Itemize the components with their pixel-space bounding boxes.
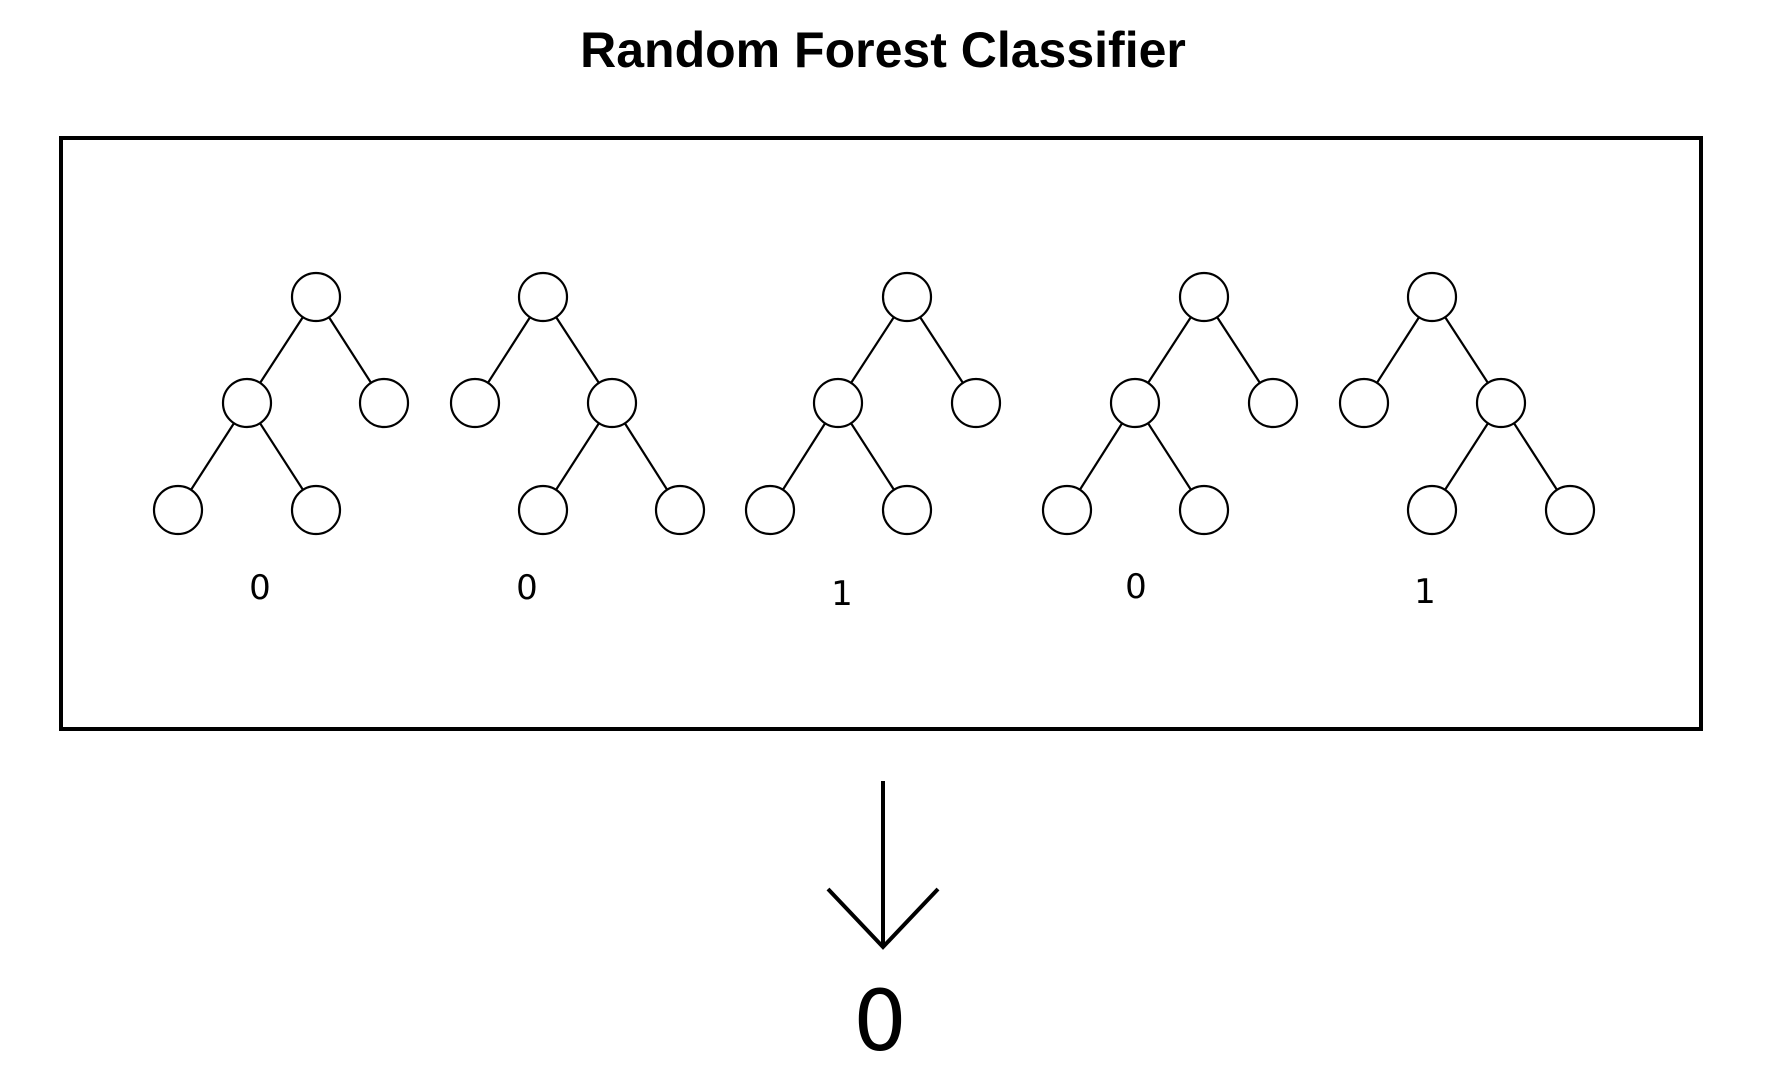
tree-node <box>950 377 1002 429</box>
tree-node <box>586 377 638 429</box>
tree-node <box>1109 377 1161 429</box>
tree-prediction: 1 <box>831 574 853 614</box>
tree-node <box>1178 484 1230 536</box>
decision-tree-4: 0 <box>1041 271 1299 607</box>
tree-node <box>290 271 342 323</box>
tree-node <box>654 484 706 536</box>
tree-prediction: 0 <box>1125 567 1147 607</box>
final-prediction: 0 <box>853 972 906 1070</box>
diagram-title: Random Forest Classifier <box>580 22 1186 78</box>
tree-node <box>358 377 410 429</box>
tree-prediction: 0 <box>516 568 538 608</box>
decision-tree-5: 1 <box>1338 271 1596 612</box>
tree-node <box>1338 377 1390 429</box>
tree-node <box>1178 271 1230 323</box>
tree-prediction: 0 <box>249 568 271 608</box>
decision-tree-2: 0 <box>449 271 706 608</box>
tree-node <box>449 377 501 429</box>
tree-node <box>1544 484 1596 536</box>
tree-node <box>221 377 273 429</box>
tree-node <box>812 377 864 429</box>
tree-node <box>152 484 204 536</box>
tree-node <box>881 271 933 323</box>
tree-node <box>881 484 933 536</box>
tree-node <box>1406 271 1458 323</box>
tree-node <box>517 271 569 323</box>
tree-node <box>1247 377 1299 429</box>
decision-tree-1: 0 <box>152 271 410 608</box>
tree-prediction: 1 <box>1414 572 1436 612</box>
tree-node <box>1475 377 1527 429</box>
tree-node <box>744 484 796 536</box>
decision-tree-3: 1 <box>744 271 1002 614</box>
tree-node <box>1406 484 1458 536</box>
tree-node <box>517 484 569 536</box>
tree-node <box>290 484 342 536</box>
tree-node <box>1041 484 1093 536</box>
forest-box <box>59 136 1703 731</box>
arrow-down-icon <box>826 781 940 950</box>
